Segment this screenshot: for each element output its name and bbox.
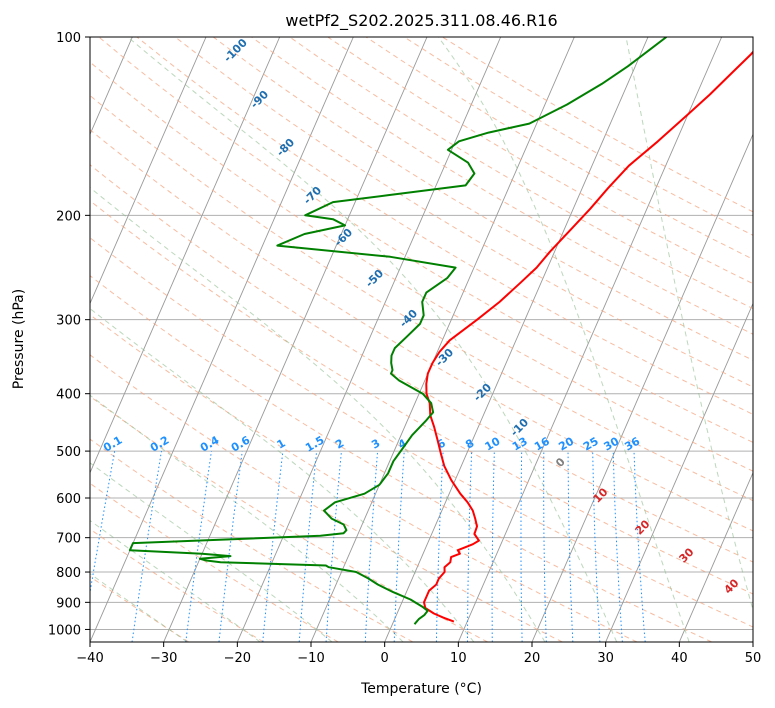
dry-adiabat-line xyxy=(90,164,753,563)
y-tick-label: 800 xyxy=(56,566,81,581)
x-tick-label: 50 xyxy=(745,651,762,666)
y-tick-label: 300 xyxy=(56,314,81,329)
y-tick-label: 200 xyxy=(56,209,81,224)
axis-ticks: −40 −30 −20 −10 0 10 20 30 40 50 100 200 300 400 500 60… xyxy=(48,31,761,666)
isotherm-line xyxy=(90,37,354,642)
dewpoint-profile xyxy=(128,37,668,625)
moist-adiabat-line xyxy=(437,37,690,642)
y-tick-label: 700 xyxy=(56,532,81,547)
chart-title: wetPf2_S202.2025.311.08.46.R16 xyxy=(285,11,557,31)
x-tick-label: −40 xyxy=(76,651,103,666)
isotherm-line xyxy=(90,37,207,305)
y-tick-label: 1000 xyxy=(48,623,81,638)
x-tick-label: 40 xyxy=(671,651,688,666)
dry-adiabat-line xyxy=(90,314,638,642)
x-tick-label: 10 xyxy=(450,651,467,666)
dry-adiabat-line xyxy=(90,94,753,502)
mixing-ratio-line xyxy=(131,451,162,642)
temperature-profile xyxy=(423,50,753,623)
y-tick-label: 900 xyxy=(56,596,81,611)
y-tick-label: 500 xyxy=(56,445,81,460)
moist-adiabat-line xyxy=(90,394,404,642)
moist-adiabat-line xyxy=(625,37,753,612)
moist-adiabat-line xyxy=(90,186,546,642)
dry-adiabat-line xyxy=(327,37,753,285)
moist-adiabat-line xyxy=(90,308,475,642)
dry-adiabat-line xyxy=(90,129,753,532)
mixing-ratio-line xyxy=(325,451,342,642)
y-tick-label: 100 xyxy=(56,31,81,46)
x-tick-label: −30 xyxy=(150,651,177,666)
dry-adiabat-line xyxy=(90,237,753,628)
dry-adiabat-line xyxy=(90,395,488,642)
dry-adiabat-line xyxy=(90,575,190,642)
y-tick-label: 400 xyxy=(56,388,81,403)
x-tick-label: 30 xyxy=(597,651,614,666)
moist-adiabat-line xyxy=(90,573,188,642)
mixing-ratio-line xyxy=(298,451,318,642)
isotherm-line xyxy=(605,302,753,642)
y-tick-label: 600 xyxy=(56,492,81,507)
dry-adiabat-line xyxy=(90,275,712,642)
moist-adiabat-line xyxy=(90,519,261,642)
x-tick-label: 20 xyxy=(524,651,541,666)
dry-adiabat-line xyxy=(90,200,753,595)
isotherm-line xyxy=(457,37,723,642)
isotherm-line xyxy=(531,133,753,642)
isotherm-line xyxy=(310,37,575,642)
mixing-ratio-line xyxy=(218,451,243,642)
moist-adiabat-line xyxy=(127,37,618,642)
x-axis-label: Temperature (°C) xyxy=(360,681,482,697)
isotherm-line xyxy=(384,37,649,642)
dry-adiabat-line xyxy=(90,482,339,642)
dry-adiabat-line xyxy=(251,37,753,335)
x-tick-label: −20 xyxy=(224,651,251,666)
x-tick-label: 0 xyxy=(381,651,389,666)
mixing-ratio-line xyxy=(262,451,284,642)
series-layer xyxy=(128,37,753,625)
dry-adiabat-line xyxy=(98,37,753,443)
y-axis-label: Pressure (hPa) xyxy=(11,289,27,389)
isotherm-line xyxy=(678,471,753,642)
plot-frame xyxy=(89,36,754,643)
isotherm-line xyxy=(236,37,502,642)
mixing-ratio-line xyxy=(185,451,212,642)
isotherm-line xyxy=(90,37,281,474)
dry-adiabat-line xyxy=(90,438,414,642)
x-tick-label: −10 xyxy=(297,651,324,666)
dry-adiabat-line xyxy=(90,354,563,642)
dry-adiabat-line xyxy=(174,37,753,388)
